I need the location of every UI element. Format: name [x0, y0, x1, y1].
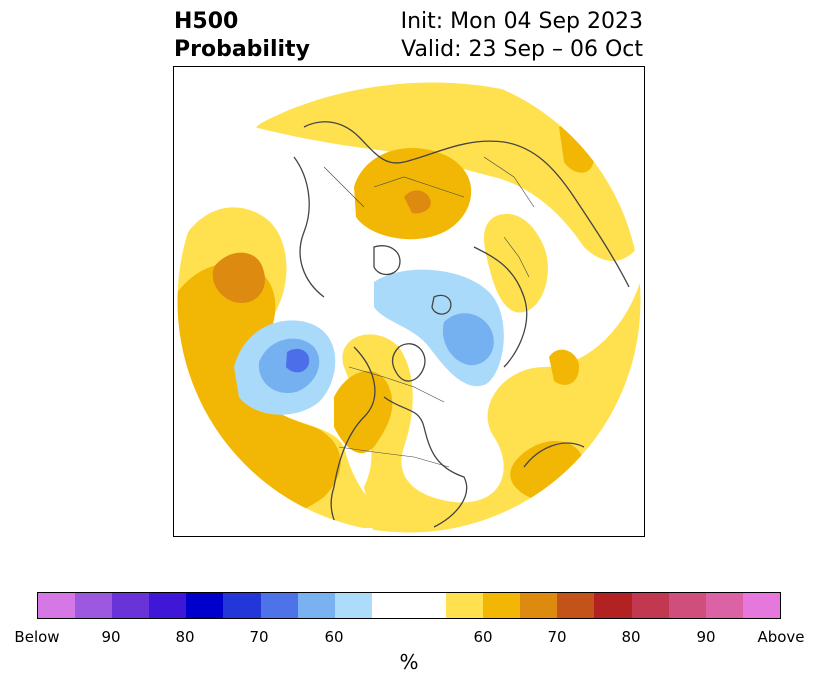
- colorbar-swatch: [223, 593, 261, 618]
- colorbar-tick-label: 90: [696, 628, 716, 646]
- colorbar-tick-label: 70: [249, 628, 269, 646]
- colorbar-tick-label: 60: [324, 628, 344, 646]
- colorbar-tick-label: 80: [621, 628, 641, 646]
- coastlines: [213, 121, 630, 533]
- globe-edge: [176, 68, 642, 534]
- colorbar-tick-label: 90: [101, 628, 121, 646]
- colorbar-swatch: [297, 593, 335, 618]
- below-normal-shading: [234, 269, 504, 415]
- colorbar-swatch: [742, 593, 780, 618]
- colorbar-swatch: [705, 593, 743, 618]
- colorbar-unit: %: [399, 650, 419, 674]
- valid-range: Valid: 23 Sep – 06 Oct: [401, 37, 643, 62]
- colorbar-swatch: [483, 593, 521, 618]
- colorbar-swatch: [75, 593, 113, 618]
- title-variable: H500: [174, 9, 239, 34]
- colorbar: [37, 592, 781, 619]
- political-borders: [323, 156, 535, 468]
- colorbar-swatch: [520, 593, 558, 618]
- colorbar-tick-label: 80: [175, 628, 195, 646]
- colorbar-swatch: [446, 593, 484, 618]
- colorbar-swatch: [334, 593, 372, 618]
- forecast-dates: Init: Mon 04 Sep 2023 Valid: 23 Sep – 06…: [401, 8, 643, 64]
- map-title: H500 Probability: [174, 8, 310, 64]
- colorbar-swatch: [668, 593, 706, 618]
- colorbar-swatch: [631, 593, 669, 618]
- colorbar-swatch: [112, 593, 150, 618]
- title-product: Probability: [174, 37, 310, 62]
- colorbar-tick-label: Below: [14, 628, 60, 646]
- colorbar-swatch: [594, 593, 632, 618]
- colorbar-tick-label: Above: [757, 628, 805, 646]
- colorbar-swatch: [260, 593, 298, 618]
- colorbar-tick-label: 60: [473, 628, 493, 646]
- colorbar-swatch: [149, 593, 187, 618]
- colorbar-swatch: [557, 593, 595, 618]
- colorbar-swatch: [371, 593, 447, 618]
- map-canvas: [176, 68, 642, 534]
- probability-map: [173, 66, 645, 537]
- init-date: Init: Mon 04 Sep 2023: [400, 9, 643, 34]
- colorbar-swatch: [186, 593, 224, 618]
- colorbar-swatch: [38, 593, 76, 618]
- colorbar-tick-label: 70: [547, 628, 567, 646]
